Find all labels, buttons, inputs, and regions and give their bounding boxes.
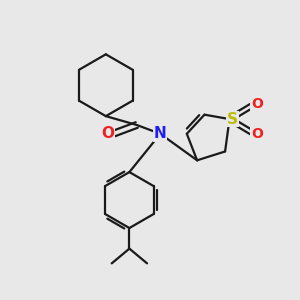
Text: S: S xyxy=(227,112,238,127)
Text: O: O xyxy=(251,127,263,141)
Text: O: O xyxy=(101,126,114,141)
Text: N: N xyxy=(154,126,167,141)
Text: O: O xyxy=(251,98,263,111)
